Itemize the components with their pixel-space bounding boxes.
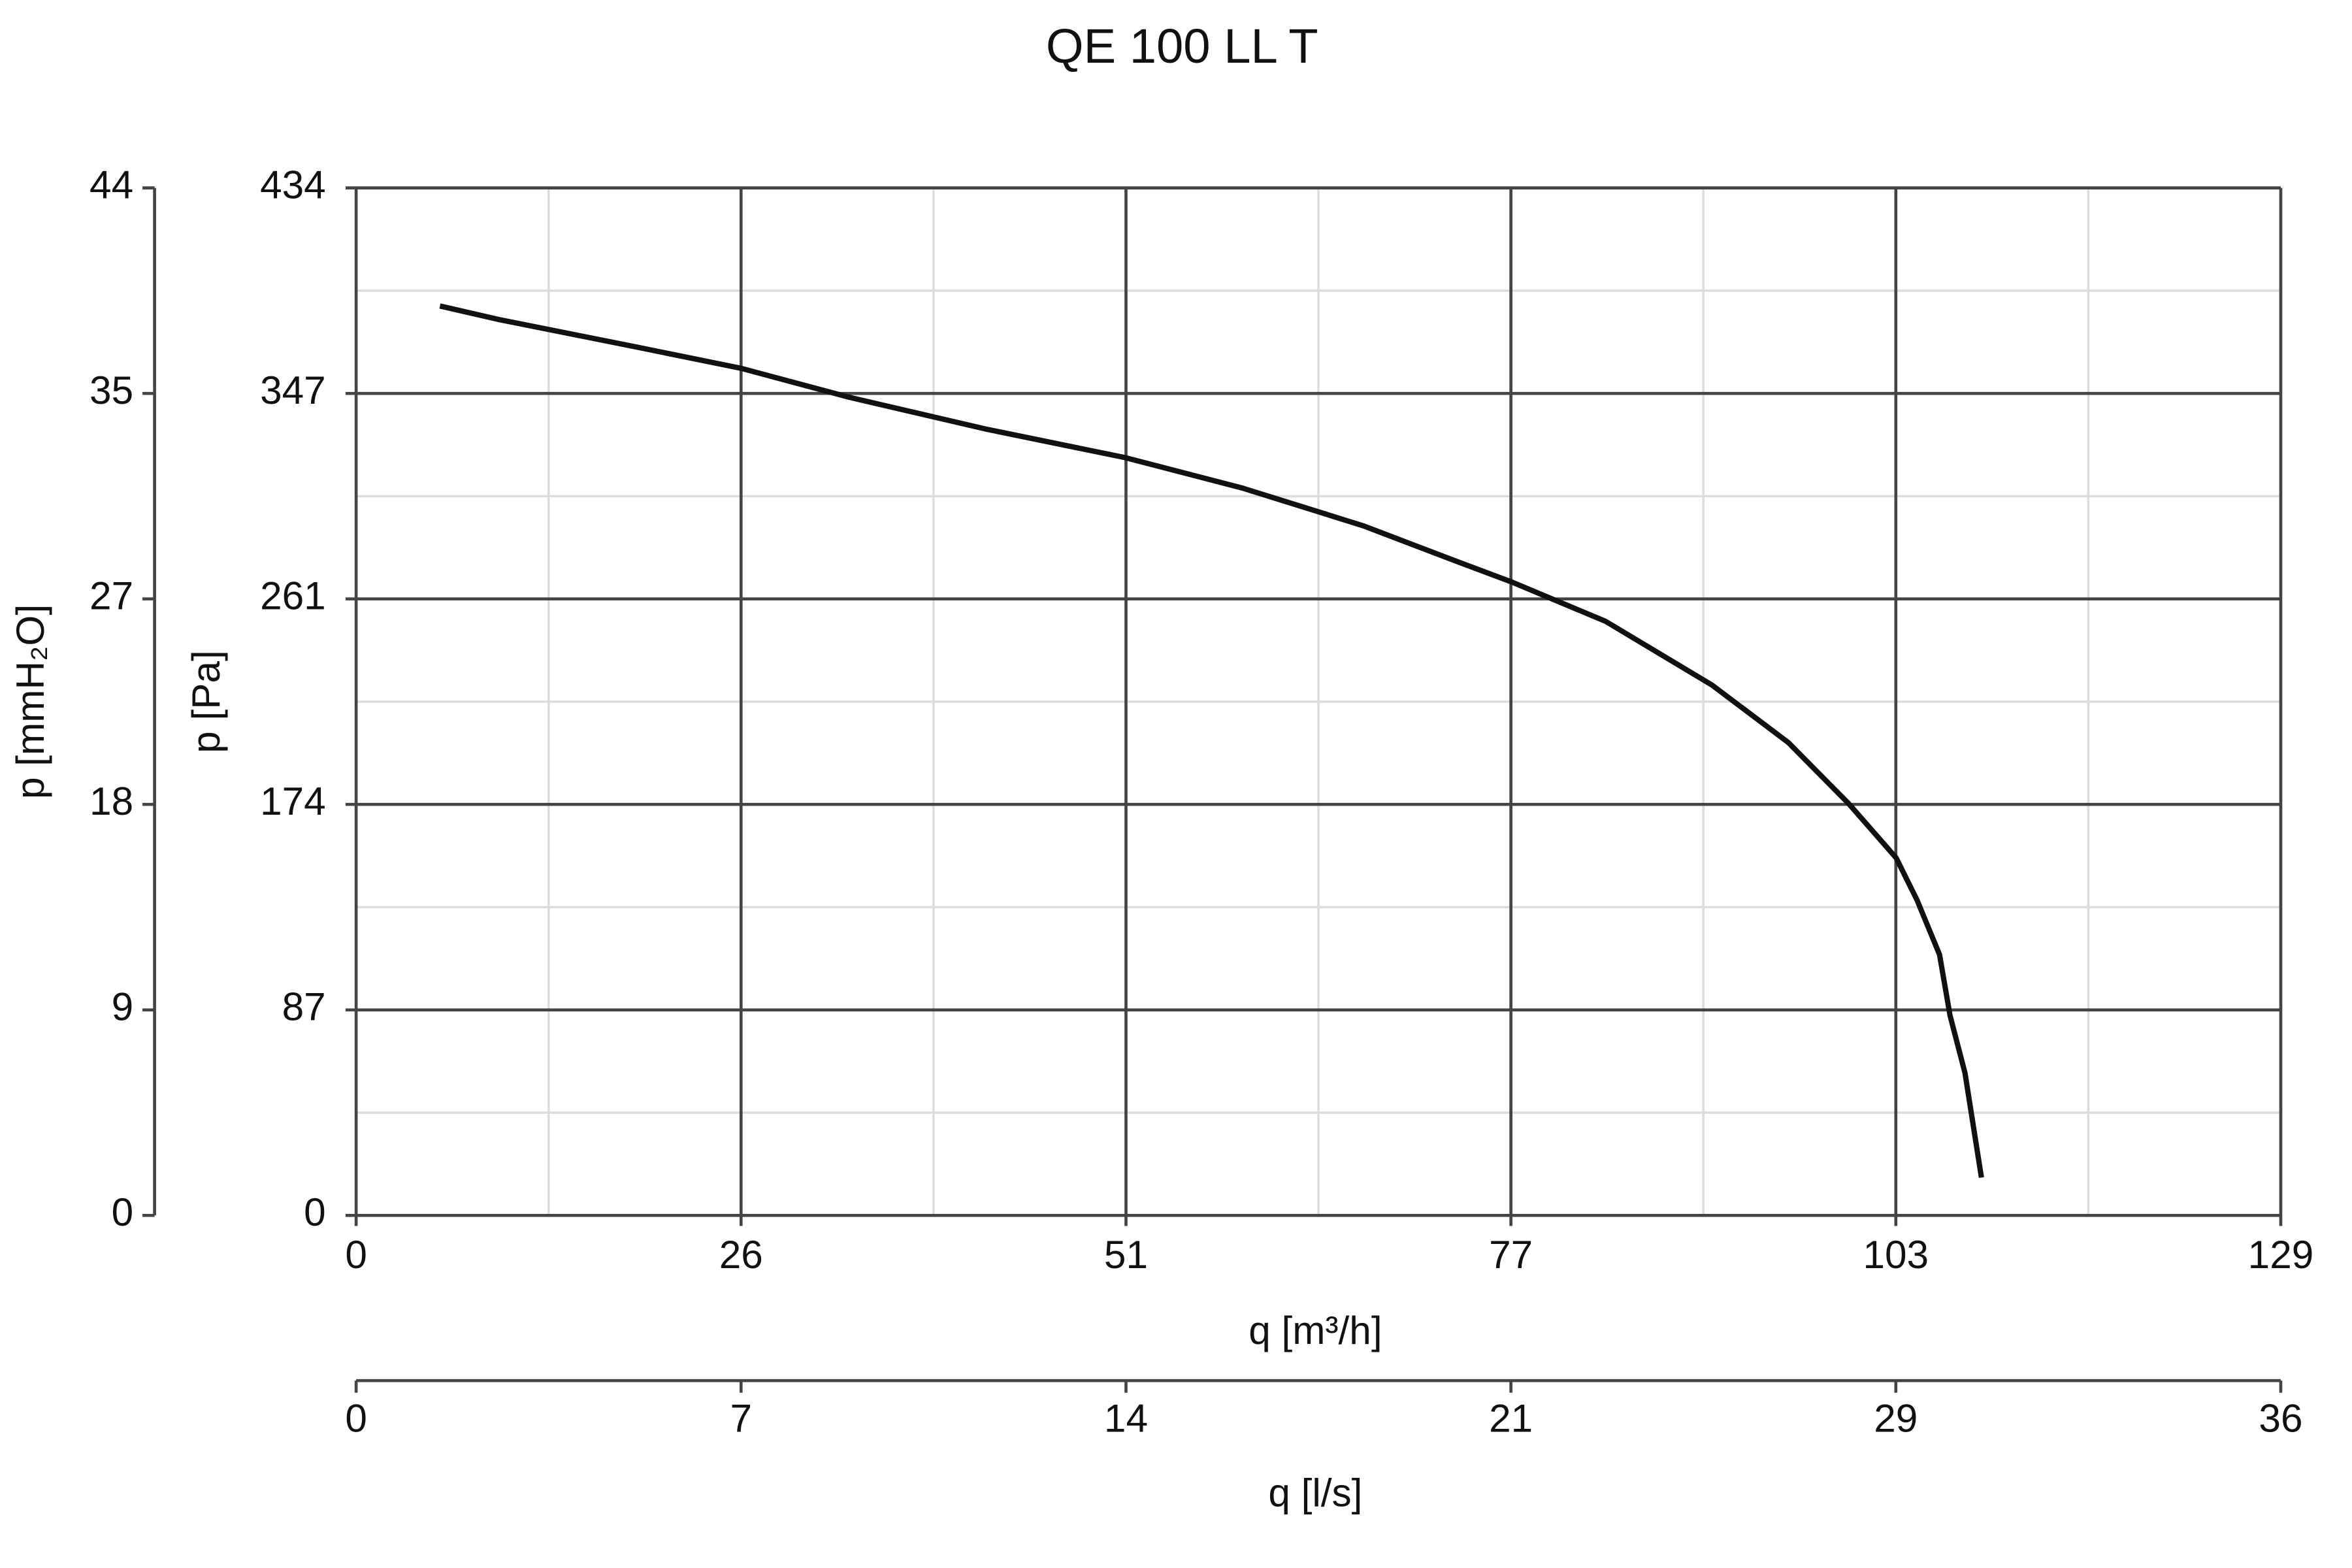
curve [439,303,1984,1178]
y-tick-label: 87 [282,985,326,1029]
y2-tick-label: 9 [112,985,134,1029]
y-tick-label: 434 [260,163,326,207]
x2-tick-label: 36 [2259,1396,2302,1441]
y-tick-label: 347 [260,368,326,412]
x2-tick-label: 7 [730,1396,753,1441]
y2-tick-label: 35 [90,368,133,412]
x2-tick-label: 0 [345,1396,367,1441]
y2-tick-label: 44 [90,163,133,207]
x-tick-label: 103 [1863,1232,1929,1277]
x-axis-label: q [m³/h] [1249,1308,1382,1352]
y2-tick-label: 0 [112,1190,134,1234]
x-tick-label: 51 [1104,1232,1148,1277]
y2-axis-label: p [mmH₂O] [8,604,52,799]
x-tick-label: 129 [2248,1232,2314,1277]
y-axis-label: p [Pa] [184,650,228,753]
y-tick-label: 174 [260,779,326,823]
chart-title: QE 100 LL T [1046,19,1318,73]
y2-tick-label: 27 [90,574,133,618]
x2-tick-label: 29 [1874,1396,1918,1441]
x-tick-label: 0 [345,1232,367,1277]
x2-tick-label: 21 [1489,1396,1533,1441]
y2-tick-label: 18 [90,779,133,823]
y-tick-label: 0 [304,1190,326,1234]
x2-axis-label: q [l/s] [1268,1470,1362,1514]
x2-tick-label: 14 [1104,1396,1148,1441]
x-tick-label: 26 [719,1232,763,1277]
x-tick-label: 77 [1489,1232,1533,1277]
y-tick-label: 261 [260,574,326,618]
